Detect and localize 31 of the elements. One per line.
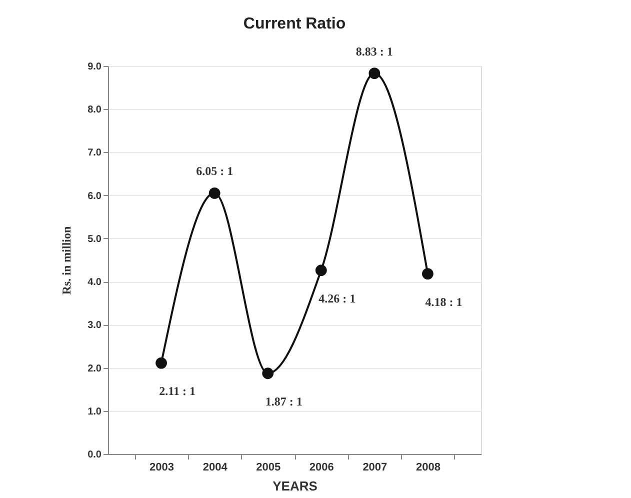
data-label: 1.87 : 1 [265,394,302,408]
y-tick-label: 8.0 [88,104,102,116]
y-tick-label: 6.0 [88,190,102,202]
y-tick-label: 2.0 [88,363,102,374]
point [156,357,167,369]
data-label: 8.83 : 1 [356,44,393,58]
point [368,68,380,80]
y-tick-label: 1.0 [88,406,102,418]
data-label: 4.18 : 1 [425,294,462,309]
data-label: 6.05 : 1 [196,164,234,178]
point [422,268,434,280]
x-tick-label: 2003 [150,462,174,474]
data-label: 4.26 : 1 [318,291,356,306]
x-tick-label: 2005 [256,462,281,474]
chart-title: Current Ratio [243,15,346,32]
data-label: 2.11 : 1 [159,384,196,398]
y-axis-title: Rs. in million [60,226,74,295]
x-axis-title: YEARS [272,478,318,494]
x-tick-label: 2007 [362,462,388,474]
point [315,264,327,276]
y-tick-label: 9.0 [88,62,102,72]
y-tick-label: 7.0 [88,148,102,159]
y-tick-label: 0.0 [88,450,102,460]
point [208,187,220,199]
x-tick-label: 2006 [309,462,334,474]
point [262,368,274,380]
y-tick-label: 4.0 [88,277,102,288]
x-tick-label: 2004 [202,462,228,474]
y-tick-label: 3.0 [88,320,102,332]
x-tick-label: 2008 [416,462,440,474]
y-tick-label: 5.0 [88,234,102,245]
